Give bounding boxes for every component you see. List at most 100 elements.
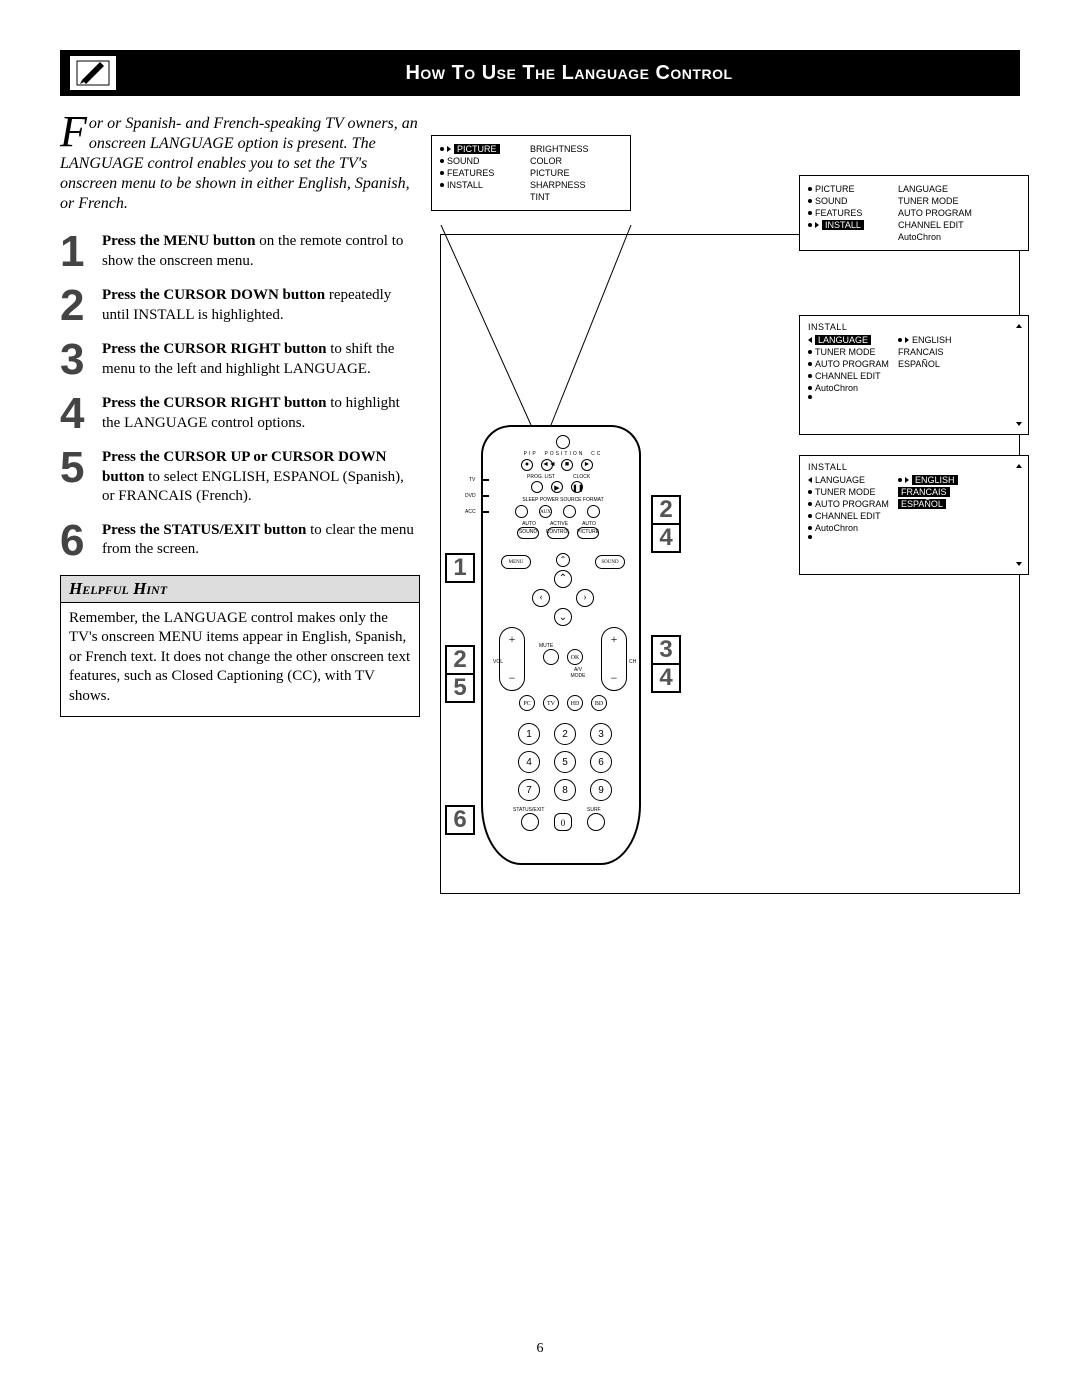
step-5: 5 Press the CURSOR UP or CURSOR DOWN but… [60, 448, 420, 507]
power-button[interactable] [556, 435, 570, 449]
callout-3: 3 [651, 635, 681, 665]
num-0[interactable]: 0 [554, 813, 572, 831]
step-number: 5 [60, 448, 92, 507]
dropcap: F [60, 114, 89, 150]
step-body: Press the CURSOR RIGHT button to shift t… [102, 340, 420, 380]
remote-label: MUTE [539, 643, 553, 649]
numeric-keypad: 1 2 3 4 5 6 7 8 9 [518, 723, 618, 801]
remote-small-button[interactable] [515, 505, 528, 518]
num-4[interactable]: 4 [518, 751, 540, 773]
remote-small-button[interactable]: ❚❚ [571, 481, 583, 493]
callout-stack-right-top: 2 4 [651, 495, 681, 551]
step-number: 3 [60, 340, 92, 380]
num-5[interactable]: 5 [554, 751, 576, 773]
hint-body: Remember, the LANGUAGE control makes onl… [61, 603, 419, 717]
left-column: For or Spanish- and French-speaking TV o… [60, 114, 420, 894]
menu-button[interactable]: MENU [501, 555, 531, 569]
status-exit-button[interactable] [521, 813, 539, 831]
num-8[interactable]: 8 [554, 779, 576, 801]
source-hd-button[interactable]: HD [567, 695, 583, 711]
remote-body: PIP POSITION CC ● ◄◄ ■ ► PROG. LIST CLOC… [481, 425, 641, 865]
remote-label: AUTO [515, 521, 543, 527]
source-tv-button[interactable]: TV [543, 695, 559, 711]
remote-label: ACTIVE [545, 521, 573, 527]
cursor-pad: ⌃ ⌄ ‹ › [528, 572, 598, 642]
remote-label: DVD [465, 493, 476, 499]
cursor-down[interactable]: ⌄ [554, 608, 572, 626]
step-4: 4 Press the CURSOR RIGHT button to highl… [60, 394, 420, 434]
remote-small-button[interactable] [563, 505, 576, 518]
remote-aux-button[interactable]: AUX [539, 505, 552, 518]
remote-label: ACC [465, 509, 476, 515]
remote-label: PROG. LIST [527, 474, 555, 480]
remote-small-button[interactable]: ► [581, 459, 593, 471]
pencil-icon [70, 56, 116, 90]
sound-button[interactable]: SOUND [595, 555, 625, 569]
beam-lines [431, 225, 651, 435]
remote-label: STATUS/EXIT [513, 807, 544, 813]
remote-small-button[interactable]: ■ [561, 459, 573, 471]
intro-text: or or Spanish- and French-speaking TV ow… [60, 115, 418, 212]
side-tick [483, 479, 489, 481]
channel-rocker[interactable] [601, 627, 627, 691]
callout-4: 4 [651, 523, 681, 553]
mute-button[interactable] [543, 649, 559, 665]
ok-button[interactable]: OK [567, 649, 583, 665]
callout-1: 1 [445, 553, 475, 583]
remote-label: SOUND [515, 529, 541, 535]
step-number: 6 [60, 521, 92, 561]
num-6[interactable]: 6 [590, 751, 612, 773]
title-bar: How To Use The Language Control [60, 50, 1020, 96]
remote-label: AUTO [575, 521, 603, 527]
step-body: Press the STATUS/EXIT button to clear th… [102, 521, 420, 561]
remote-small-button[interactable]: ▶ [551, 481, 563, 493]
source-bd-button[interactable]: BD [591, 695, 607, 711]
step-3: 3 Press the CURSOR RIGHT button to shift… [60, 340, 420, 380]
osd-menu-3: INSTALL LANGUAGEENGLISH TUNER MODEFRANCA… [799, 315, 1029, 435]
remote-label-row: PIP POSITION CC [523, 451, 603, 457]
page-number: 6 [0, 1341, 1080, 1357]
remote-label: SURF [587, 807, 601, 813]
remote-label-row: SLEEP POWER SOURCE FORMAT [513, 497, 613, 503]
osd-menu-2: PICTURELANGUAGE SOUNDTUNER MODE FEATURES… [799, 175, 1029, 251]
cursor-up-button[interactable]: ⌃ [556, 553, 570, 567]
remote-small-button[interactable] [531, 481, 543, 493]
side-tick [483, 511, 489, 513]
remote-label: CONTROL [543, 529, 573, 535]
remote-label: CLOCK [573, 474, 590, 480]
step-list: 1 Press the MENU button on the remote co… [60, 232, 420, 561]
diagram-panel: PICTUREBRIGHTNESS SOUNDCOLOR FEATURESPIC… [440, 234, 1020, 894]
page-title: How To Use The Language Control [128, 62, 1010, 85]
helpful-hint-box: Helpful Hint Remember, the LANGUAGE cont… [60, 575, 420, 718]
remote-label: A/VMODE [563, 667, 593, 679]
callout-6: 6 [445, 805, 475, 835]
remote-small-button[interactable]: ● [521, 459, 533, 471]
num-3[interactable]: 3 [590, 723, 612, 745]
num-1[interactable]: 1 [518, 723, 540, 745]
side-tick [483, 495, 489, 497]
step-body: Press the CURSOR RIGHT button to highlig… [102, 394, 420, 434]
remote-small-button[interactable] [587, 505, 600, 518]
step-number: 2 [60, 286, 92, 326]
step-1: 1 Press the MENU button on the remote co… [60, 232, 420, 272]
cursor-left[interactable]: ‹ [532, 589, 550, 607]
source-pc-button[interactable]: PC [519, 695, 535, 711]
step-body: Press the CURSOR DOWN button repeatedly … [102, 286, 420, 326]
surf-button[interactable] [587, 813, 605, 831]
cursor-right[interactable]: › [576, 589, 594, 607]
intro-paragraph: For or Spanish- and French-speaking TV o… [60, 114, 420, 214]
hint-title: Helpful Hint [61, 576, 419, 603]
content-row: For or Spanish- and French-speaking TV o… [60, 114, 1020, 894]
remote-small-button[interactable]: ◄◄ [541, 459, 553, 471]
remote-label: PICTURE [573, 529, 603, 535]
num-7[interactable]: 7 [518, 779, 540, 801]
step-2: 2 Press the CURSOR DOWN button repeatedl… [60, 286, 420, 326]
num-9[interactable]: 9 [590, 779, 612, 801]
remote-label: CH [629, 659, 636, 665]
remote-control: PIP POSITION CC ● ◄◄ ■ ► PROG. LIST CLOC… [471, 425, 651, 875]
callout-2b: 2 [651, 495, 681, 525]
callout-stack-left: 2 5 [445, 645, 475, 701]
cursor-up[interactable]: ⌃ [554, 570, 572, 588]
num-2[interactable]: 2 [554, 723, 576, 745]
callout-2: 2 [445, 645, 475, 675]
